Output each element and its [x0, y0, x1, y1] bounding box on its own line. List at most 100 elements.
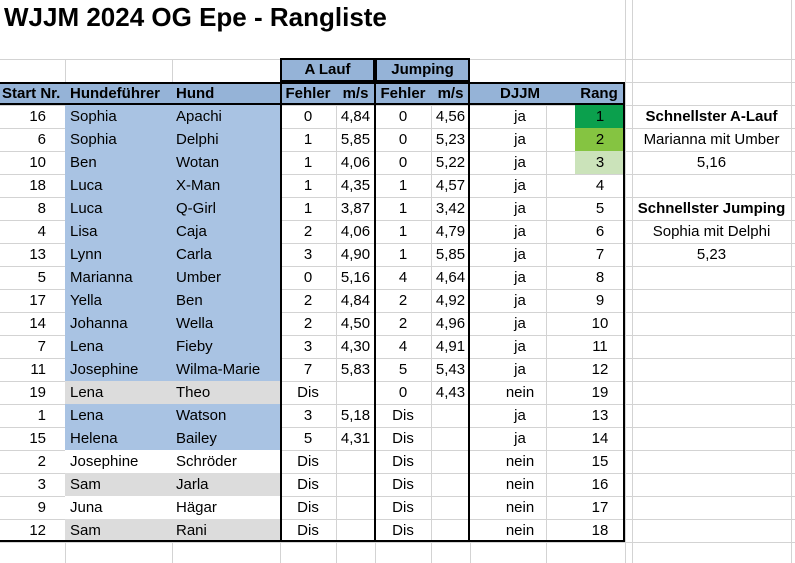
- cell-rang[interactable]: 19: [591, 384, 609, 401]
- cell-a-lauf-fehler[interactable]: 1: [303, 131, 313, 148]
- cell-hund[interactable]: Wilma-Marie: [176, 361, 261, 378]
- cell-start-nr[interactable]: 12: [29, 522, 46, 539]
- cell-jumping-ms[interactable]: 4,79: [435, 223, 466, 240]
- cell-djjm[interactable]: ja: [514, 430, 526, 447]
- cell-hund[interactable]: Q-Girl: [176, 200, 216, 217]
- cell-djjm[interactable]: ja: [514, 154, 526, 171]
- cell-rang[interactable]: 17: [591, 499, 609, 516]
- cell-start-nr[interactable]: 15: [29, 430, 46, 447]
- cell-a-lauf-fehler[interactable]: 2: [303, 223, 313, 240]
- cell-hundefuehrer[interactable]: Sam: [70, 522, 101, 539]
- cell-djjm[interactable]: ja: [514, 315, 526, 332]
- cell-start-nr[interactable]: 9: [37, 499, 46, 516]
- cell-jumping-ms[interactable]: 5,22: [435, 154, 466, 171]
- cell-start-nr[interactable]: 4: [37, 223, 46, 240]
- cell-start-nr[interactable]: 3: [37, 476, 46, 493]
- cell-hund[interactable]: Delphi: [176, 131, 219, 148]
- cell-start-nr[interactable]: 17: [29, 292, 46, 309]
- cell-hund[interactable]: Carla: [176, 246, 212, 263]
- cell-hund[interactable]: Watson: [176, 407, 227, 424]
- cell-a-lauf-fehler[interactable]: Dis: [297, 499, 319, 516]
- cell-a-lauf-fehler[interactable]: 1: [303, 200, 313, 217]
- cell-hund[interactable]: Umber: [176, 269, 222, 286]
- cell-a-lauf-fehler[interactable]: 2: [303, 315, 313, 332]
- cell-jumping-fehler[interactable]: 2: [398, 292, 408, 309]
- cell-jumping-fehler[interactable]: Dis: [392, 522, 414, 539]
- cell-rang[interactable]: 12: [591, 361, 609, 378]
- cell-jumping-fehler[interactable]: 0: [398, 154, 408, 171]
- cell-start-nr[interactable]: 5: [37, 269, 46, 286]
- cell-jumping-fehler[interactable]: 5: [398, 361, 408, 378]
- cell-a-lauf-ms[interactable]: [336, 473, 375, 496]
- group-header-jumping[interactable]: Jumping: [375, 58, 470, 82]
- cell-hund[interactable]: Hägar: [176, 499, 217, 516]
- cell-jumping-fehler[interactable]: 1: [398, 200, 408, 217]
- col-header-fehler-j[interactable]: Fehler: [380, 85, 426, 102]
- cell-a-lauf-ms[interactable]: 4,50: [340, 315, 371, 332]
- cell-jumping-ms[interactable]: 4,92: [435, 292, 466, 309]
- cell-a-lauf-fehler[interactable]: 0: [303, 269, 313, 286]
- cell-start-nr[interactable]: 18: [29, 177, 46, 194]
- cell-a-lauf-ms[interactable]: [336, 381, 375, 404]
- cell-djjm[interactable]: ja: [514, 108, 526, 125]
- cell-a-lauf-fehler[interactable]: 1: [303, 177, 313, 194]
- cell-a-lauf-fehler[interactable]: 7: [303, 361, 313, 378]
- col-header-ms-a[interactable]: m/s: [342, 85, 369, 102]
- cell-a-lauf-fehler[interactable]: Dis: [297, 476, 319, 493]
- cell-a-lauf-fehler[interactable]: Dis: [297, 384, 319, 401]
- cell-a-lauf-ms[interactable]: 4,90: [340, 246, 371, 263]
- cell-hundefuehrer[interactable]: Sophia: [70, 108, 117, 125]
- cell-a-lauf-ms[interactable]: 4,30: [340, 338, 371, 355]
- cell-jumping-fehler[interactable]: 0: [398, 108, 408, 125]
- cell-jumping-ms[interactable]: [431, 496, 470, 519]
- cell-hund[interactable]: Wotan: [176, 154, 220, 171]
- cell-start-nr[interactable]: 11: [30, 361, 46, 378]
- cell-start-nr[interactable]: 6: [37, 131, 46, 148]
- cell-hund[interactable]: Fieby: [176, 338, 213, 355]
- cell-hundefuehrer[interactable]: Luca: [70, 200, 103, 217]
- cell-hundefuehrer[interactable]: Josephine: [70, 361, 139, 378]
- fastest-alauf-title[interactable]: Schnellster A-Lauf: [645, 108, 778, 125]
- cell-jumping-ms[interactable]: [431, 519, 470, 542]
- cell-jumping-ms[interactable]: [431, 427, 470, 450]
- cell-jumping-fehler[interactable]: Dis: [392, 430, 414, 447]
- cell-rang[interactable]: 6: [595, 223, 605, 240]
- cell-jumping-ms[interactable]: 3,42: [435, 200, 466, 217]
- cell-a-lauf-ms[interactable]: [336, 519, 375, 542]
- cell-hundefuehrer[interactable]: Luca: [70, 177, 103, 194]
- cell-djjm[interactable]: ja: [514, 200, 526, 217]
- cell-start-nr[interactable]: 10: [29, 154, 46, 171]
- cell-a-lauf-fehler[interactable]: 2: [303, 292, 313, 309]
- cell-hundefuehrer[interactable]: Sam: [70, 476, 101, 493]
- cell-jumping-ms[interactable]: 4,64: [435, 269, 466, 286]
- cell-rang[interactable]: 8: [595, 269, 605, 286]
- cell-start-nr[interactable]: 14: [29, 315, 46, 332]
- cell-jumping-fehler[interactable]: 1: [398, 177, 408, 194]
- cell-jumping-ms[interactable]: 4,56: [435, 108, 466, 125]
- cell-a-lauf-ms[interactable]: 5,18: [340, 407, 371, 424]
- cell-hundefuehrer[interactable]: Lena: [70, 338, 104, 355]
- cell-a-lauf-ms[interactable]: 5,85: [340, 131, 371, 148]
- fastest-alauf-value[interactable]: 5,16: [696, 154, 727, 171]
- col-header-hundefuehrer[interactable]: Hundeführer: [70, 85, 160, 102]
- cell-hundefuehrer[interactable]: Juna: [70, 499, 103, 516]
- cell-jumping-fehler[interactable]: 0: [398, 131, 408, 148]
- cell-jumping-fehler[interactable]: Dis: [392, 453, 414, 470]
- cell-a-lauf-fehler[interactable]: 1: [303, 154, 313, 171]
- cell-a-lauf-fehler[interactable]: 3: [303, 246, 313, 263]
- cell-jumping-ms[interactable]: 5,43: [435, 361, 466, 378]
- cell-rang[interactable]: 11: [592, 338, 608, 355]
- cell-hundefuehrer[interactable]: Lynn: [70, 246, 102, 263]
- cell-hund[interactable]: Theo: [176, 384, 211, 401]
- cell-hund[interactable]: Bailey: [176, 430, 217, 447]
- cell-start-nr[interactable]: 16: [29, 108, 46, 125]
- cell-rang[interactable]: 16: [591, 476, 609, 493]
- cell-hundefuehrer[interactable]: Marianna: [70, 269, 133, 286]
- cell-hundefuehrer[interactable]: Yella: [70, 292, 102, 309]
- cell-start-nr[interactable]: 2: [37, 453, 46, 470]
- cell-rang[interactable]: 2: [575, 128, 625, 151]
- cell-a-lauf-ms[interactable]: 4,06: [340, 223, 371, 240]
- cell-jumping-fehler[interactable]: 2: [398, 315, 408, 332]
- cell-hund[interactable]: Jarla: [176, 476, 209, 493]
- col-header-start-nr[interactable]: Start Nr.: [2, 85, 61, 102]
